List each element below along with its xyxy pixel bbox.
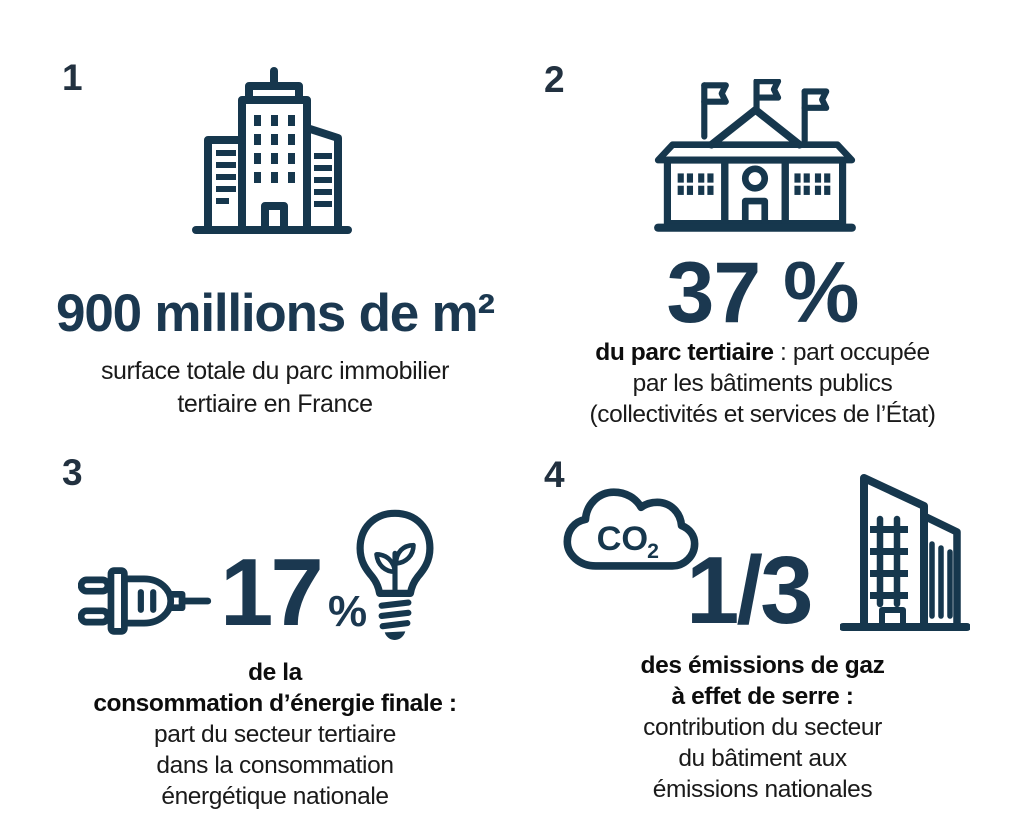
co2-label-sub: 2	[647, 540, 659, 563]
description-bold: des émissions de gaz	[640, 652, 885, 679]
description-line: émissions nationales	[652, 776, 873, 803]
block-number-4: 4	[544, 454, 565, 495]
co2-label: CO	[597, 520, 649, 558]
description-line: énergétique nationale	[161, 783, 389, 810]
description-line: contribution du secteur	[643, 714, 882, 741]
block-number-2: 2	[544, 59, 565, 100]
stat-block-4: 4 CO 2 1/3	[530, 450, 995, 825]
description-bold: du parc tertiaire	[595, 339, 774, 366]
block-number-3: 3	[62, 452, 83, 493]
stat-value-17: 17	[220, 539, 324, 646]
office-building-icon	[192, 67, 352, 237]
modern-building-icon	[840, 464, 970, 634]
stat-description-2: du parc tertiaire : part occupée par les…	[530, 337, 995, 430]
description-line: du parc tertiaire : part occupée	[530, 337, 995, 368]
stat-block-3: 3 17 %	[40, 450, 510, 825]
description-rest: : part occupée	[773, 339, 930, 366]
block-number-1: 1	[62, 57, 83, 98]
stat-value-one-third: 1/3	[686, 537, 813, 644]
description-line: dans la consommation	[156, 752, 394, 779]
stat-value-surface: 900 millions de m²	[56, 284, 495, 343]
description-line: du bâtiment aux	[678, 745, 847, 772]
description-line: part du secteur tertiaire	[154, 721, 396, 748]
description-bold: consommation d’énergie finale :	[93, 690, 457, 717]
eco-lightbulb-icon	[356, 508, 434, 650]
stat-block-2: 2	[530, 45, 995, 445]
description-line: surface totale du parc immobilier	[100, 357, 450, 385]
public-building-flags-icon	[650, 79, 860, 233]
stat-description-3: de la consommation d’énergie finale : pa…	[40, 657, 510, 812]
stat-description-4: des émissions de gaz à effet de serre : …	[530, 650, 995, 805]
stat-unit-percent: %	[328, 587, 368, 636]
description-bold: de la	[248, 659, 302, 686]
description-bold: à effet de serre :	[671, 683, 854, 710]
stat-block-1: 1	[40, 45, 510, 445]
power-plug-icon	[78, 562, 214, 640]
description-line: par les bâtiments publics	[632, 370, 893, 397]
co2-cloud-icon: CO 2	[560, 476, 708, 572]
description-line: (collectivités et services de l’État)	[589, 401, 936, 428]
stat-description-1: surface totale du parc immobilier tertia…	[40, 355, 510, 421]
description-line: tertiaire en France	[177, 390, 373, 418]
stat-value-37pct: 37 %	[666, 245, 859, 341]
